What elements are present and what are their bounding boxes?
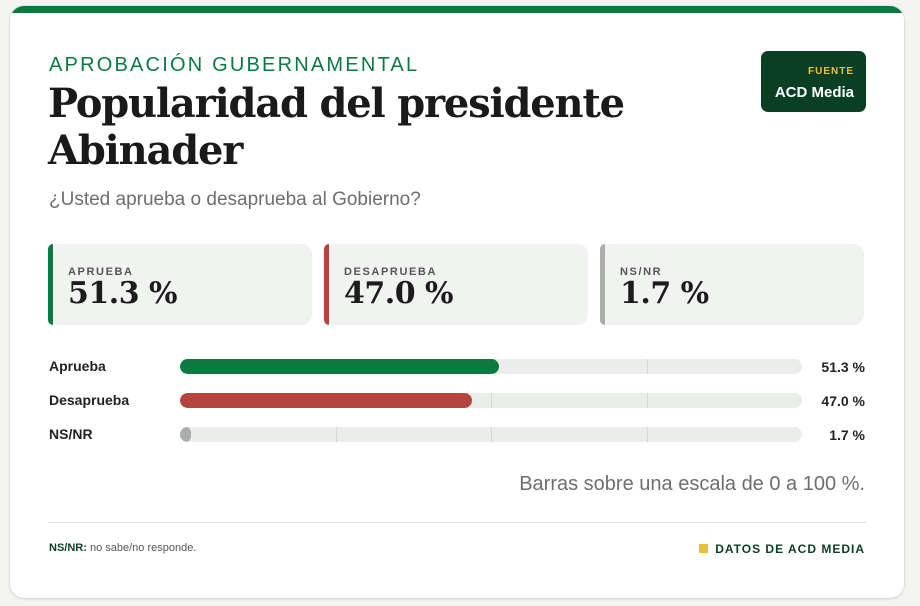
gridline <box>491 393 492 408</box>
chart-title: Popularidad del presidente Abinader <box>48 80 625 174</box>
gridline <box>646 359 648 374</box>
gridline <box>646 427 648 442</box>
source-badge: FUENTE ACD Media <box>761 51 866 112</box>
gridline <box>491 427 492 442</box>
stat-label-approve: APRUEBA <box>68 266 134 278</box>
gridline <box>335 427 337 442</box>
footnote-term: NS/NR: <box>49 542 87 554</box>
stat-card-disapprove: DESAPRUEBA 47.0 % <box>324 244 588 325</box>
stat-value-approve: 51.3 % <box>68 276 178 311</box>
bar-value-disapprove: 47.0 % <box>821 393 865 409</box>
stat-card-nsnr: NS/NR 1.7 % <box>600 244 864 325</box>
bar-nsnr <box>180 427 191 442</box>
bar-label-nsnr: NS/NR <box>49 426 93 442</box>
footnote-definition: no sabe/no responde. <box>86 542 197 554</box>
bar-track-disapprove <box>180 393 802 408</box>
bar-label-approve: Aprueba <box>49 358 106 374</box>
stat-accent-approve <box>48 244 53 325</box>
data-credit-text: DATOS DE ACD MEDIA <box>715 542 865 556</box>
stat-value-nsnr: 1.7 % <box>620 276 709 311</box>
top-accent-bar <box>10 6 904 13</box>
stat-value-disapprove: 47.0 % <box>344 276 454 311</box>
chart-subtitle: ¿Usted aprueba o desaprueba al Gobierno? <box>49 189 421 210</box>
bar-value-approve: 51.3 % <box>821 359 865 375</box>
bar-label-disapprove: Desaprueba <box>49 392 130 408</box>
bar-track-approve <box>180 359 802 374</box>
bar-disapprove <box>180 393 473 408</box>
footnote: NS/NR: no sabe/no responde. <box>49 542 196 554</box>
stat-label-nsnr: NS/NR <box>620 266 663 278</box>
stat-label-disapprove: DESAPRUEBA <box>344 266 438 278</box>
source-label: FUENTE <box>808 66 854 77</box>
footer-divider <box>48 522 866 523</box>
credit-square-icon <box>699 544 709 553</box>
bar-value-nsnr: 1.7 % <box>829 427 865 443</box>
source-name: ACD Media <box>774 84 854 101</box>
data-credit: DATOS DE ACD MEDIA <box>699 542 865 556</box>
scale-note: Barras sobre una escala de 0 a 100 %. <box>519 473 865 495</box>
stat-card-approve: APRUEBA 51.3 % <box>48 244 312 325</box>
stat-accent-nsnr <box>600 244 605 325</box>
bar-track-nsnr <box>180 427 802 442</box>
poll-card: APROBACIÓN GUBERNAMENTAL Popularidad del… <box>10 6 904 598</box>
bar-approve <box>180 359 500 374</box>
stat-accent-disapprove <box>324 244 329 325</box>
gridline <box>646 393 648 408</box>
kicker: APROBACIÓN GUBERNAMENTAL <box>49 54 420 76</box>
